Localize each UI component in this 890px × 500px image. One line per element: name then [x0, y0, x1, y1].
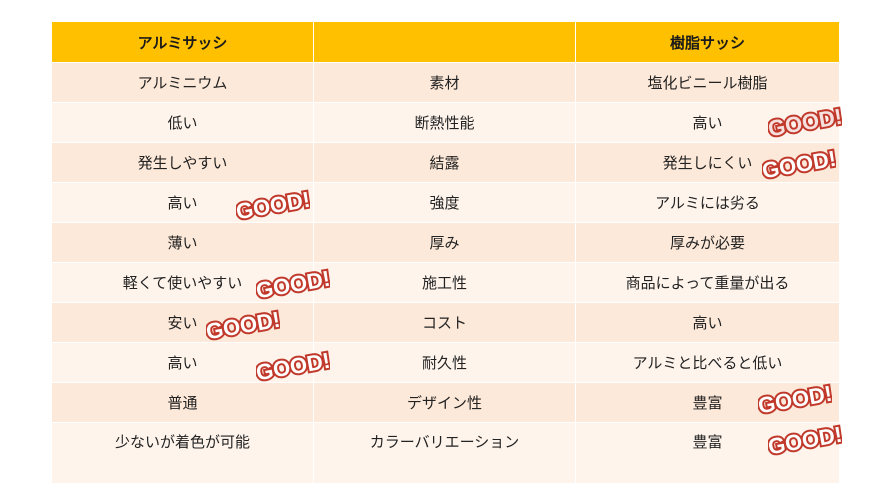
category-cell: 断熱性能	[314, 102, 576, 142]
table-row: 高い 耐久性 アルミと比べると低い	[52, 342, 839, 382]
resin-cell: アルミと比べると低い	[576, 342, 839, 382]
svg-text:GOOD!: GOOD!	[762, 146, 836, 184]
svg-text:GOOD!: GOOD!	[768, 104, 842, 142]
aluminum-cell: 軽くて使いやすい	[52, 262, 314, 302]
category-cell: 素材	[314, 62, 576, 102]
good-stamp-icon: GOOD!	[236, 185, 310, 227]
category-cell: デザイン性	[314, 382, 576, 422]
svg-text:GOOD!: GOOD!	[256, 266, 330, 304]
resin-cell: 高い	[576, 102, 839, 142]
aluminum-cell: 薄い	[52, 222, 314, 262]
aluminum-cell: 低い	[52, 102, 314, 142]
table-row: 薄い 厚み 厚みが必要	[52, 222, 839, 262]
table-row: 軽くて使いやすい 施工性 商品によって重量が出る	[52, 262, 839, 302]
table-row: 低い 断熱性能 高い	[52, 102, 839, 142]
good-stamp-icon: GOOD!GOOD!	[768, 102, 842, 144]
svg-text:GOOD!: GOOD!	[236, 187, 310, 225]
aluminum-cell: 安い	[52, 302, 314, 342]
aluminum-cell: 少ないが着色が可能	[52, 422, 314, 483]
category-cell: 厚み	[314, 222, 576, 262]
table-row: 高い 強度 アルミには劣る	[52, 182, 839, 222]
resin-cell: 発生しにくい	[576, 142, 839, 182]
good-stamp-icon: GOOD!	[762, 144, 836, 186]
aluminum-cell: 普通	[52, 382, 314, 422]
good-stamp-icon: GOOD!	[768, 420, 842, 462]
table-row: 少ないが着色が可能 カラーバリエーション 豊富	[52, 422, 839, 483]
table-row: アルミニウム 素材 塩化ビニール樹脂	[52, 62, 839, 102]
aluminum-cell: 高い	[52, 182, 314, 222]
resin-cell: 商品によって重量が出る	[576, 262, 839, 302]
resin-cell: 豊富	[576, 382, 839, 422]
svg-text:GOOD!: GOOD!	[758, 381, 832, 419]
resin-cell: アルミには劣る	[576, 182, 839, 222]
header-resin-sash: 樹脂サッシ	[576, 22, 839, 62]
aluminum-cell: アルミニウム	[52, 62, 314, 102]
category-cell: コスト	[314, 302, 576, 342]
category-cell: 強度	[314, 182, 576, 222]
header-aluminum-sash: アルミサッシ	[52, 22, 314, 62]
category-cell: 耐久性	[314, 342, 576, 382]
good-stamp-icon: GOOD!	[256, 264, 330, 306]
good-stamp-icon: GOOD!	[758, 379, 832, 421]
category-cell: 施工性	[314, 262, 576, 302]
category-cell: カラーバリエーション	[314, 422, 576, 483]
table-row: 普通 デザイン性 豊富	[52, 382, 839, 422]
category-cell: 結露	[314, 142, 576, 182]
sash-comparison-table: アルミサッシ 樹脂サッシ アルミニウム 素材 塩化ビニール樹脂 低い 断熱性能 …	[52, 22, 839, 483]
resin-cell: 塩化ビニール樹脂	[576, 62, 839, 102]
header-category	[314, 22, 576, 62]
aluminum-cell: 発生しやすい	[52, 142, 314, 182]
resin-cell: 高い	[576, 302, 839, 342]
resin-cell: 豊富	[576, 422, 839, 483]
table-row: 安い コスト 高い	[52, 302, 839, 342]
table-row: 発生しやすい 結露 発生しにくい	[52, 142, 839, 182]
resin-cell: 厚みが必要	[576, 222, 839, 262]
good-stamp-icon: GOOD!	[256, 346, 330, 388]
svg-text:GOOD!: GOOD!	[768, 422, 842, 460]
header-row: アルミサッシ 樹脂サッシ	[52, 22, 839, 62]
svg-text:GOOD!: GOOD!	[256, 348, 330, 386]
aluminum-cell: 高い	[52, 342, 314, 382]
good-stamp-icon: GOOD!	[206, 305, 280, 347]
svg-text:GOOD!: GOOD!	[206, 307, 280, 345]
comparison-table-container: アルミサッシ 樹脂サッシ アルミニウム 素材 塩化ビニール樹脂 低い 断熱性能 …	[52, 22, 839, 483]
